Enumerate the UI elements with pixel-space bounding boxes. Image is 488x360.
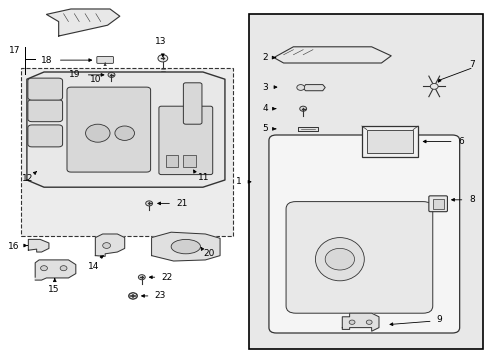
Bar [166, 155, 178, 167]
Circle shape [115, 126, 134, 140]
Circle shape [138, 275, 145, 280]
Bar [432, 199, 443, 209]
FancyBboxPatch shape [28, 100, 62, 122]
Circle shape [299, 106, 306, 111]
Polygon shape [303, 85, 325, 91]
Text: 17: 17 [9, 46, 20, 55]
FancyBboxPatch shape [159, 106, 212, 175]
FancyBboxPatch shape [28, 125, 62, 147]
Polygon shape [27, 72, 224, 187]
Polygon shape [151, 232, 220, 261]
Bar [249, 14, 482, 349]
Bar [20, 68, 233, 236]
Ellipse shape [315, 238, 364, 281]
Circle shape [108, 72, 115, 77]
Circle shape [128, 293, 137, 299]
Circle shape [41, 266, 47, 271]
Circle shape [60, 266, 67, 271]
FancyBboxPatch shape [285, 202, 432, 313]
FancyBboxPatch shape [183, 83, 202, 124]
Text: 13: 13 [154, 37, 166, 46]
Text: 19: 19 [69, 71, 81, 79]
Circle shape [85, 124, 110, 142]
Circle shape [102, 243, 110, 248]
Circle shape [325, 248, 354, 270]
Text: 10: 10 [89, 75, 101, 84]
Polygon shape [273, 47, 390, 63]
Circle shape [296, 85, 304, 90]
Text: 9: 9 [436, 315, 442, 324]
Polygon shape [28, 239, 49, 252]
Text: 11: 11 [198, 173, 209, 181]
Polygon shape [342, 313, 378, 331]
FancyBboxPatch shape [28, 78, 62, 100]
Text: 2: 2 [262, 53, 268, 62]
Text: 15: 15 [48, 285, 60, 294]
Text: 18: 18 [41, 55, 53, 65]
Text: 12: 12 [22, 174, 33, 183]
Text: 6: 6 [458, 137, 464, 146]
Circle shape [348, 320, 354, 324]
Circle shape [158, 55, 167, 62]
Text: 5: 5 [262, 124, 268, 133]
Text: 8: 8 [468, 195, 474, 204]
Text: 3: 3 [262, 83, 268, 91]
Circle shape [366, 320, 371, 324]
Text: 16: 16 [8, 242, 20, 251]
Text: 14: 14 [88, 262, 100, 271]
Circle shape [145, 201, 152, 206]
Text: 4: 4 [262, 104, 268, 113]
Bar [361, 126, 417, 157]
Bar [183, 155, 195, 167]
Circle shape [429, 84, 437, 89]
FancyBboxPatch shape [67, 87, 150, 172]
Polygon shape [46, 9, 120, 36]
Text: 23: 23 [154, 292, 165, 300]
FancyBboxPatch shape [97, 57, 113, 63]
Text: 7: 7 [468, 60, 474, 69]
Polygon shape [95, 234, 124, 256]
Bar [366, 130, 412, 153]
Text: 22: 22 [161, 273, 172, 282]
Text: 1: 1 [236, 177, 242, 186]
Text: 20: 20 [203, 249, 214, 258]
FancyBboxPatch shape [428, 196, 447, 212]
Polygon shape [35, 260, 76, 280]
Text: 21: 21 [176, 199, 187, 208]
FancyBboxPatch shape [268, 135, 459, 333]
Ellipse shape [171, 239, 200, 254]
Polygon shape [298, 127, 317, 131]
